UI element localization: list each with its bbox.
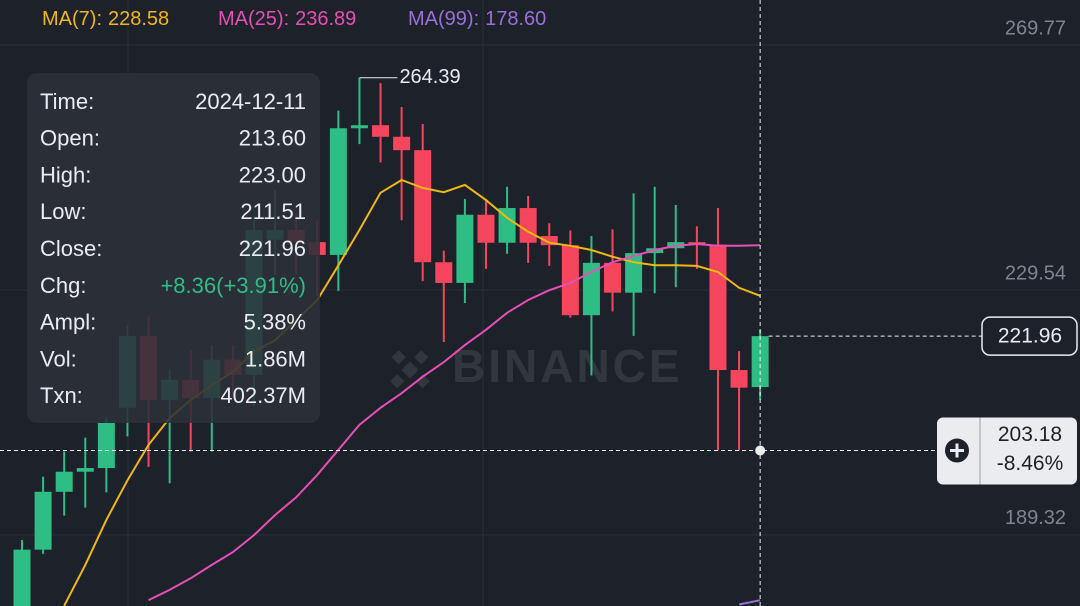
- candle-body: [34, 491, 52, 550]
- candle-body: [55, 471, 73, 492]
- ma-line: [148, 242, 761, 602]
- tooltip-label: Chg:: [40, 273, 86, 298]
- tooltip-value: 213.60: [239, 126, 306, 151]
- candle-body: [76, 468, 94, 472]
- tooltip-value: 5.38%: [244, 310, 306, 335]
- candle-body: [498, 208, 516, 243]
- tooltip: Time: 2024-12-11 Open: 213.60 High: 223.00 Low…: [27, 73, 320, 423]
- tooltip-label: Low:: [40, 199, 86, 224]
- y-tick-label: 229.54: [1005, 262, 1066, 284]
- candle-body: [709, 244, 727, 371]
- candle-body: [730, 370, 748, 388]
- last-price-label: 221.96: [998, 325, 1062, 348]
- candle-body: [414, 150, 432, 263]
- tooltip-label: High:: [40, 162, 91, 187]
- tooltip-label: Close:: [40, 236, 102, 261]
- tooltip-value: 1.86M: [245, 346, 306, 371]
- grid: 269.77 229.54 189.32: [0, 17, 1080, 536]
- crosshair-dot: [755, 445, 766, 456]
- watermark-text: BINANCE: [452, 340, 683, 392]
- legend-value: 236.89: [295, 8, 356, 30]
- legend-entry: MA(99): 178.60: [408, 8, 546, 30]
- add-order-button[interactable]: [945, 438, 969, 463]
- candle-body: [519, 208, 537, 243]
- candle-body: [477, 214, 495, 243]
- tooltip-value: 221.96: [239, 236, 306, 261]
- candle-body: [435, 262, 453, 283]
- crosshair-price: 203.18: [998, 423, 1062, 446]
- legend-entry: MA(25): 236.89: [218, 8, 356, 30]
- legend-name: MA(7):: [42, 8, 102, 30]
- candle-body: [372, 125, 390, 137]
- crosshair-box: [937, 417, 1077, 485]
- add-icon-plus: [950, 443, 964, 458]
- candle-body: [561, 245, 579, 316]
- tooltip-value: 402.37M: [220, 383, 306, 408]
- last-price-box: [981, 316, 1078, 356]
- max-label: 264.39: [399, 66, 460, 88]
- candle-body: [97, 423, 115, 469]
- ma-line: [738, 599, 761, 606]
- tooltip-label: Time:: [40, 89, 94, 114]
- y-tick-label: 189.32: [1005, 507, 1066, 529]
- legend-value: 228.58: [108, 8, 169, 30]
- tooltip-value: 223.00: [239, 162, 306, 187]
- candle-body: [604, 262, 622, 293]
- tooltip-panel: [27, 73, 320, 423]
- candle-body: [540, 236, 558, 246]
- tooltip-label: Ampl:: [40, 310, 96, 335]
- candle-body: [456, 214, 474, 283]
- candle-body: [393, 136, 411, 151]
- tooltip-value: +8.36(+3.91%): [160, 273, 306, 298]
- legend-value: 178.60: [485, 8, 546, 30]
- candle-body: [13, 549, 31, 606]
- legend-entry: MA(7): 228.58: [42, 8, 169, 30]
- tooltip-value: 2024-12-11: [195, 89, 306, 114]
- legend-name: MA(25):: [218, 8, 289, 30]
- legend: MA(7): 228.58 MA(25): 236.89 MA(99): 178.60: [42, 8, 546, 30]
- tooltip-label: Txn:: [40, 383, 83, 408]
- legend-name: MA(99):: [408, 8, 479, 30]
- candle-body: [582, 262, 600, 316]
- tooltip-value: 211.51: [240, 199, 306, 224]
- candle-body: [751, 336, 769, 388]
- candle-body: [625, 253, 643, 293]
- crosshair-change: -8.46%: [997, 452, 1064, 475]
- candle-body: [350, 125, 368, 129]
- candle-body: [329, 128, 347, 255]
- tooltip-label: Open:: [40, 126, 100, 151]
- y-tick-label: 269.77: [1005, 17, 1066, 39]
- tooltip-label: Vol:: [40, 346, 77, 371]
